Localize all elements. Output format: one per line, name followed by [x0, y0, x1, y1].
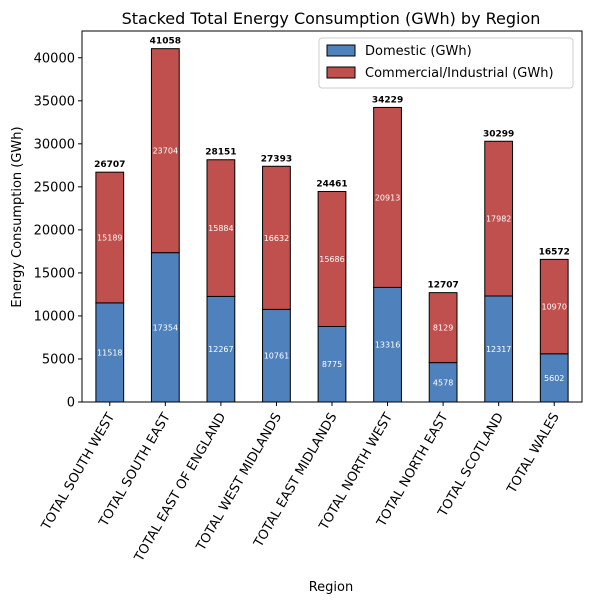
bar-segment-domestic: [262, 308, 291, 403]
total-value-label: 34229: [372, 95, 403, 105]
y-tick-label: 40000: [34, 51, 75, 66]
y-tick-label: 20000: [34, 223, 75, 238]
legend: Domestic (GWh) Commercial/Industrial (GWh…: [318, 37, 574, 89]
segment-value-label: 15884: [208, 224, 233, 233]
total-value-label: 12707: [427, 281, 458, 291]
segment-value-label: 11518: [97, 348, 122, 357]
chart-title: Stacked Total Energy Consumption (GWh) b…: [122, 9, 541, 28]
legend-box: [318, 37, 574, 89]
y-axis-label: Energy Consumption (GWh): [10, 126, 25, 307]
segment-value-label: 17354: [153, 323, 178, 332]
y-tick-label: 5000: [42, 352, 75, 367]
segment-value-label: 23704: [153, 147, 178, 156]
x-tick-label: TOTAL WALES: [504, 411, 563, 497]
segment-value-label: 13316: [375, 341, 400, 350]
bar-segment-commercial: [206, 159, 236, 297]
bar-segment-domestic: [206, 295, 236, 403]
total-value-label: 28151: [205, 148, 236, 158]
y-tick-label: 10000: [34, 309, 75, 324]
bar-segment-commercial: [539, 258, 569, 355]
bar-segment-domestic: [539, 353, 569, 403]
bar-segment-commercial: [262, 165, 291, 310]
bar-segment-commercial: [484, 140, 514, 297]
segment-value-label: 15686: [319, 255, 344, 264]
y-tick-label: 25000: [34, 180, 75, 195]
total-value-label: 24461: [316, 179, 347, 189]
bar-segment-commercial: [150, 48, 180, 254]
legend-entry-label: Commercial/Industrial (GWh): [365, 66, 554, 81]
segment-value-label: 20913: [375, 193, 400, 202]
segment-value-label: 10970: [541, 303, 566, 312]
y-tick-label: 15000: [34, 266, 75, 281]
bar-segment-domestic: [150, 252, 180, 403]
y-tick-label: 0: [67, 396, 75, 411]
segment-value-label: 4578: [433, 378, 453, 387]
segment-value-label: 12267: [208, 345, 233, 354]
legend-swatch: [326, 66, 356, 79]
segment-value-label: 10761: [264, 352, 289, 361]
segment-value-label: 5602: [544, 374, 564, 383]
bar-segment-commercial: [373, 106, 402, 288]
segment-value-label: 12317: [486, 345, 511, 354]
segment-value-label: 15189: [97, 234, 122, 243]
total-value-label: 41058: [150, 37, 181, 47]
legend-swatch: [326, 44, 356, 57]
segment-value-label: 17982: [486, 215, 511, 224]
total-value-label: 30299: [483, 129, 514, 139]
y-tick-label: 30000: [34, 137, 75, 152]
total-value-label: 27393: [261, 154, 292, 164]
y-tick-label: 35000: [34, 94, 75, 109]
plot-area: 0 5000 10000 15000 20000 25000 30000 35000 40000…: [34, 30, 583, 566]
total-value-label: 16572: [539, 247, 570, 257]
x-axis-label: Region: [309, 580, 354, 595]
bar-segment-commercial: [317, 190, 347, 327]
legend-entry-label: Domestic (GWh): [365, 44, 472, 59]
segment-value-label: 16632: [264, 234, 289, 243]
bar-segment-commercial: [95, 171, 125, 304]
bar-segment-domestic: [484, 295, 514, 403]
bar-segment-domestic: [95, 302, 125, 403]
segment-value-label: 8129: [433, 324, 453, 333]
total-value-label: 26707: [94, 160, 125, 170]
bar-segment-domestic: [317, 325, 347, 403]
x-tick-label: TOTAL EAST OF ENGLAND: [131, 411, 229, 566]
segment-value-label: 8775: [322, 360, 342, 369]
bar-segment-commercial: [428, 292, 458, 364]
